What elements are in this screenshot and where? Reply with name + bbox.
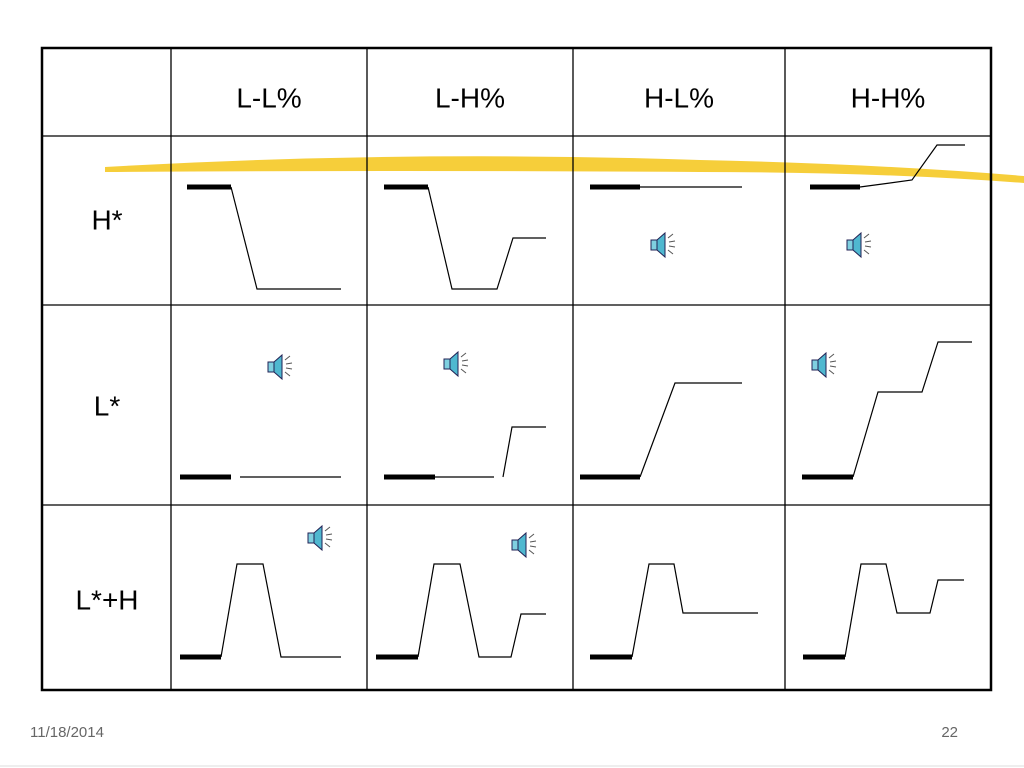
footer-date: 11/18/2014	[30, 724, 104, 741]
speaker-icon[interactable]	[267, 354, 293, 380]
row-label: H*	[91, 204, 122, 235]
header-cell: L-L%	[236, 82, 301, 113]
contours	[180, 144, 972, 660]
page-number: 22	[941, 724, 958, 741]
row-label: L*	[94, 390, 121, 421]
speaker-icon[interactable]	[511, 532, 537, 558]
speaker-icon[interactable]	[846, 232, 872, 258]
speaker-icon[interactable]	[811, 352, 837, 378]
speaker-icon[interactable]	[443, 351, 469, 377]
header-cell: H-L%	[644, 82, 714, 113]
speaker-icon[interactable]	[650, 232, 676, 258]
header-cell: L-H%	[435, 82, 505, 113]
header-cell: H-H%	[851, 82, 926, 113]
speaker-icon[interactable]	[307, 525, 333, 551]
table-grid	[40, 46, 993, 692]
highlight	[105, 156, 1024, 183]
row-label: L*+H	[75, 584, 138, 615]
